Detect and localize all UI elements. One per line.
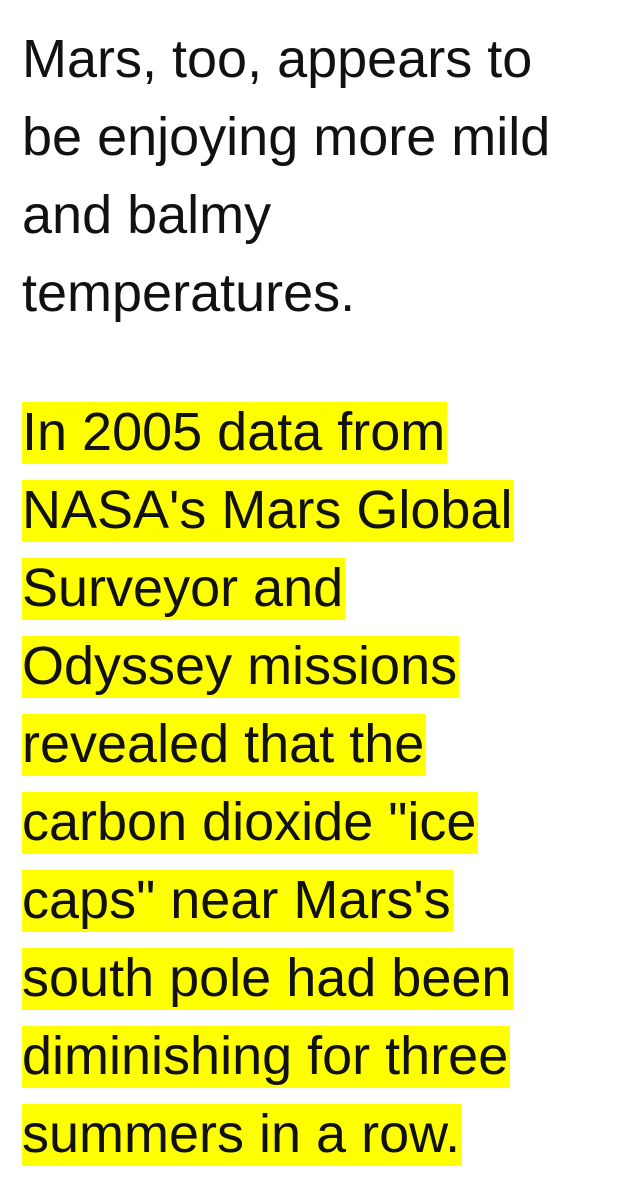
highlight-span: carbon dioxide "ice	[22, 792, 479, 854]
highlight-span: Odyssey missions	[22, 636, 460, 698]
highlighted-line: Odyssey missions	[22, 627, 622, 705]
highlight-span: caps" near Mars's	[22, 870, 453, 932]
highlighted-line: revealed that the	[22, 705, 622, 783]
highlighted-line: south pole had been	[22, 939, 622, 1017]
highlight-span: revealed that the	[22, 714, 427, 776]
highlighted-line: NASA's Mars Global	[22, 471, 622, 549]
text-line: be enjoying more mild	[22, 107, 551, 167]
highlighted-line: In 2005 data from	[22, 393, 622, 471]
paragraph-highlighted: In 2005 data from NASA's Mars Global Sur…	[22, 393, 622, 1173]
article-text: Mars, too, appears to be enjoying more m…	[22, 20, 622, 1173]
highlighted-line: summers in a row.	[22, 1095, 622, 1173]
highlighted-line: Surveyor and	[22, 549, 622, 627]
text-line: Mars, too, appears to	[22, 29, 533, 89]
paragraph-intro: Mars, too, appears to be enjoying more m…	[22, 20, 622, 332]
highlight-span: Surveyor and	[22, 558, 346, 620]
highlight-span: NASA's Mars Global	[22, 480, 515, 542]
highlight-span: In 2005 data from	[22, 402, 448, 464]
highlighted-line: carbon dioxide "ice	[22, 783, 622, 861]
text-line: temperatures.	[22, 263, 356, 323]
text-line: and balmy	[22, 185, 272, 245]
highlight-span: diminishing for three	[22, 1026, 511, 1088]
highlighted-line: diminishing for three	[22, 1017, 622, 1095]
highlighted-line: caps" near Mars's	[22, 861, 622, 939]
highlight-span: summers in a row.	[22, 1104, 463, 1166]
highlight-span: south pole had been	[22, 948, 514, 1010]
